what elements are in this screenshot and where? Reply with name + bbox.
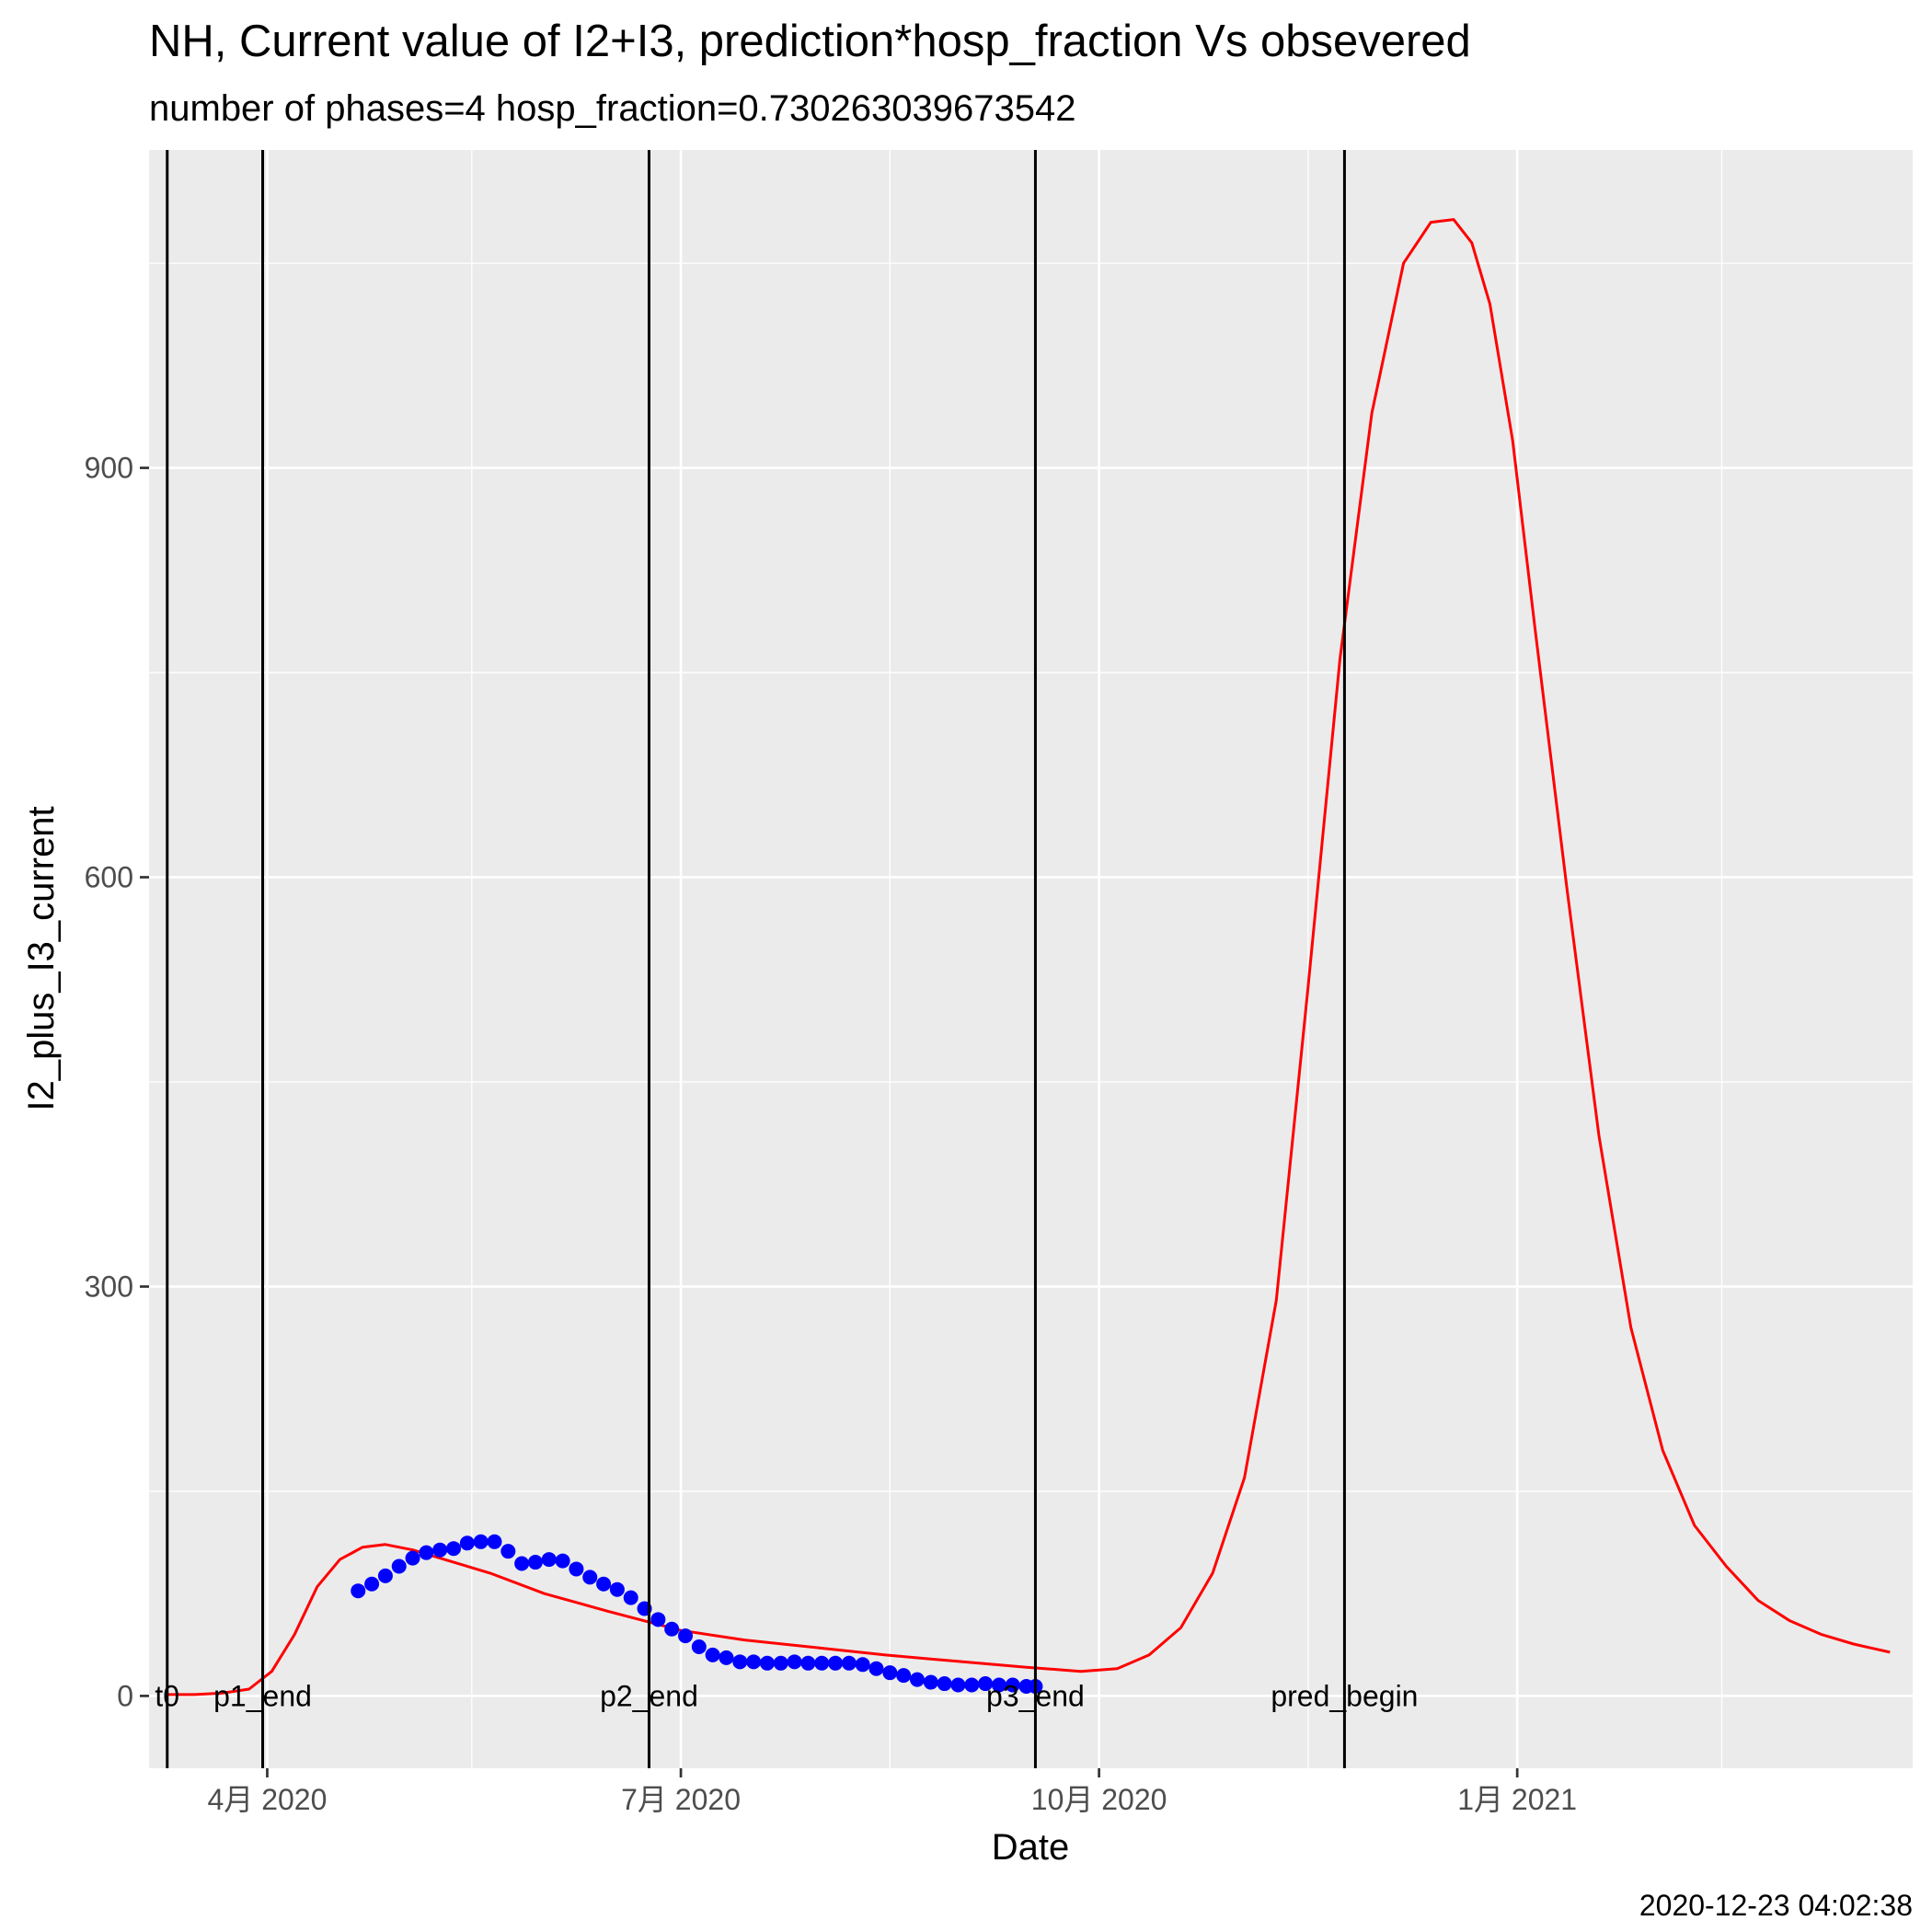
observed-point [732, 1654, 748, 1670]
phase-line-label: p1_end [213, 1679, 312, 1712]
plot-panel [149, 150, 1913, 1768]
observed-point [759, 1655, 775, 1671]
observed-point [896, 1668, 912, 1684]
chart-subtitle: number of phases=4 hosp_fraction=0.73026… [149, 88, 1075, 129]
x-axis-title: Date [992, 1827, 1070, 1868]
observed-point [596, 1576, 612, 1592]
observed-point [459, 1535, 475, 1551]
y-tick-label: 600 [85, 861, 133, 894]
observed-point [527, 1555, 543, 1570]
x-axis: 4月 2020 7月 2020 10月 2020 1月 2021 [208, 1768, 1577, 1816]
observed-point [405, 1550, 420, 1566]
phase-line-label: pred_begin [1271, 1679, 1418, 1712]
observed-point [814, 1655, 830, 1671]
x-tick-label: 7月 2020 [621, 1783, 741, 1816]
observed-point [828, 1655, 844, 1671]
timestamp-caption: 2020-12-23 04:02:38 [1639, 1889, 1913, 1922]
observed-point [855, 1657, 870, 1673]
y-tick-label: 300 [85, 1270, 133, 1303]
grid-minor [149, 150, 1913, 1768]
observed-series [351, 1534, 1043, 1695]
x-tick-label: 1月 2021 [1457, 1783, 1577, 1816]
observed-point [882, 1665, 898, 1681]
observed-point [391, 1558, 407, 1574]
x-tick-label: 10月 2020 [1031, 1783, 1167, 1816]
y-tick-label: 900 [85, 452, 133, 485]
observed-point [746, 1654, 762, 1670]
grid-major [149, 150, 1913, 1768]
y-axis-title: I2_plus_I3_current [21, 806, 62, 1110]
prediction-series [167, 218, 1891, 1696]
x-tick-label: 4月 2020 [208, 1783, 328, 1816]
observed-point [705, 1647, 720, 1662]
observed-point [678, 1628, 694, 1644]
phase-line-label: t0 [155, 1679, 179, 1712]
observed-point [514, 1556, 530, 1571]
observed-point [377, 1568, 393, 1583]
observed-point [923, 1674, 938, 1690]
phase-line-label: p3_end [986, 1679, 1085, 1712]
phase-line-label: p2_end [600, 1679, 698, 1712]
observed-point [937, 1676, 952, 1692]
prediction-line [167, 218, 1891, 1696]
observed-point [500, 1544, 516, 1559]
observed-point [950, 1677, 966, 1693]
observed-point [351, 1583, 366, 1599]
observed-point [773, 1655, 788, 1671]
observed-point [691, 1639, 707, 1655]
observed-point [432, 1542, 448, 1558]
chart-title: NH, Current value of I2+I3, prediction*h… [149, 17, 1471, 66]
observed-point [868, 1661, 884, 1676]
observed-point [1005, 1677, 1020, 1693]
observed-point [841, 1655, 857, 1671]
observed-point [419, 1545, 434, 1560]
observed-point [664, 1621, 680, 1637]
observed-point [609, 1581, 625, 1597]
observed-point [541, 1552, 557, 1568]
observed-point [964, 1677, 980, 1693]
observed-point [473, 1534, 489, 1549]
observed-point [555, 1553, 570, 1569]
observed-point [800, 1655, 816, 1671]
observed-point [978, 1676, 994, 1692]
observed-point [487, 1534, 502, 1549]
observed-point [446, 1541, 462, 1557]
observed-point [787, 1654, 802, 1670]
observed-point [991, 1677, 1006, 1693]
observed-point [364, 1576, 380, 1592]
y-axis: 0 300 600 900 [85, 452, 149, 1712]
y-tick-label: 0 [117, 1679, 133, 1712]
observed-point [582, 1570, 598, 1585]
phase-lines: t0 p1_end p2_end p3_end pred_begin [155, 150, 1418, 1768]
observed-point [569, 1561, 584, 1577]
observed-point [623, 1590, 638, 1605]
observed-point [719, 1650, 734, 1665]
observed-point [650, 1612, 666, 1627]
observed-point [909, 1672, 925, 1687]
